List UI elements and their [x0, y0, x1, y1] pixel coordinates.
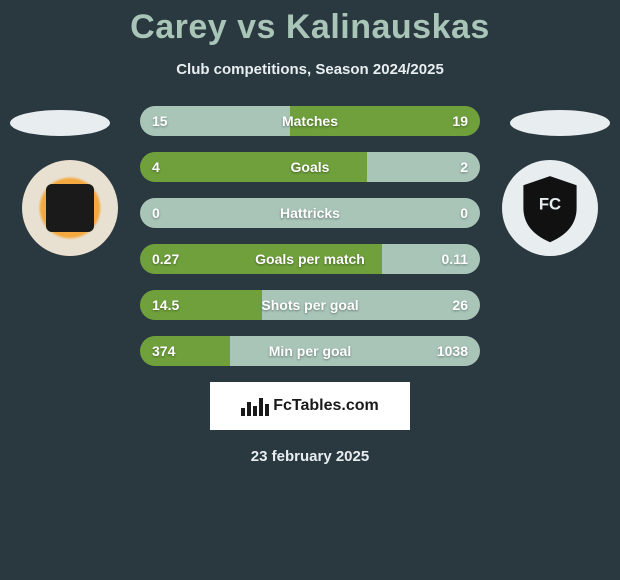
stat-bar-left: [140, 152, 367, 182]
stat-row: Shots per goal 14.5 26: [140, 290, 480, 320]
stat-value-right: 2: [460, 159, 468, 175]
comparison-area: FC Matches 15 19 Goals 4 2 Hattricks 0 0 Goals pe…: [0, 106, 620, 366]
stat-row: Goals 4 2: [140, 152, 480, 182]
stat-value-right: 0: [460, 205, 468, 221]
stat-label: Goals: [291, 159, 330, 175]
stats-column: Matches 15 19 Goals 4 2 Hattricks 0 0 Goals per m…: [140, 106, 480, 366]
branding-badge: FcTables.com: [210, 382, 410, 430]
stat-label: Hattricks: [280, 205, 340, 221]
stat-value-right: 26: [452, 297, 468, 313]
stat-value-left: 4: [152, 159, 160, 175]
branding-text: FcTables.com: [273, 397, 379, 415]
stat-row: Min per goal 374 1038: [140, 336, 480, 366]
club-badge-left: [22, 160, 118, 256]
stat-value-left: 0: [152, 205, 160, 221]
stat-value-left: 0.27: [152, 251, 179, 267]
stat-label: Shots per goal: [261, 297, 358, 313]
player-right-ellipse: [510, 110, 610, 136]
stat-value-left: 374: [152, 343, 175, 359]
svg-text:FC: FC: [539, 195, 561, 214]
bars-icon: [241, 396, 269, 416]
stat-value-left: 15: [152, 113, 168, 129]
stat-value-right: 0.11: [442, 251, 468, 267]
stat-row: Matches 15 19: [140, 106, 480, 136]
stat-value-right: 19: [452, 113, 468, 129]
subtitle: Club competitions, Season 2024/2025: [0, 61, 620, 78]
stat-label: Min per goal: [269, 343, 351, 359]
club-badge-right: FC: [502, 160, 598, 256]
stat-value-right: 1038: [437, 343, 468, 359]
stat-row: Hattricks 0 0: [140, 198, 480, 228]
date-caption: 23 february 2025: [0, 448, 620, 465]
stat-value-left: 14.5: [152, 297, 179, 313]
stat-row: Goals per match 0.27 0.11: [140, 244, 480, 274]
page-title: Carey vs Kalinauskas: [0, 0, 620, 47]
stat-label: Matches: [282, 113, 338, 129]
shield-icon: FC: [512, 170, 588, 246]
stat-label: Goals per match: [255, 251, 365, 267]
player-left-ellipse: [10, 110, 110, 136]
